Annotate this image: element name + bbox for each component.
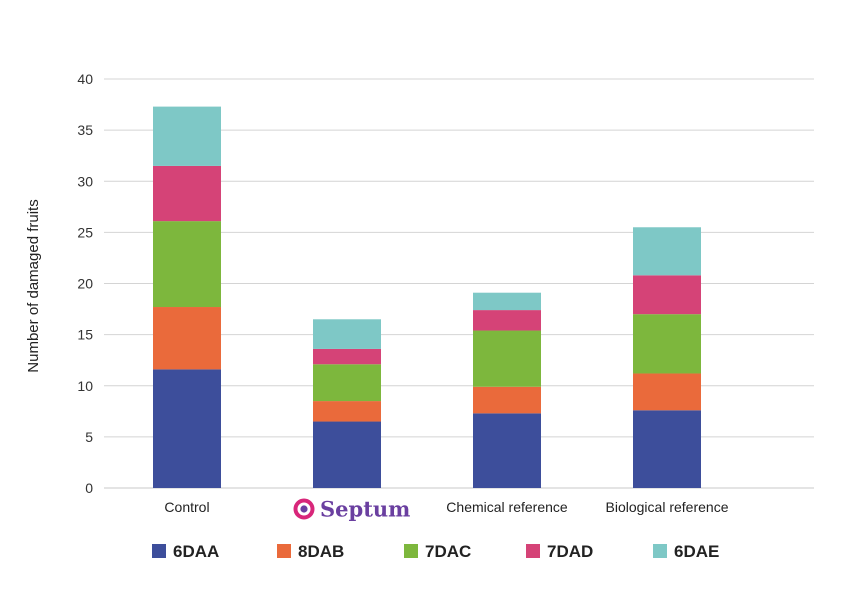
y-axis-ticks: 0 5 10 15 20 25 30 35 40 (77, 71, 93, 496)
bar-segment (153, 165, 221, 222)
y-tick-label: 5 (85, 429, 93, 445)
bar-segment (313, 364, 381, 402)
x-axis-category-labels: Control Chemical reference Biological refe… (164, 499, 728, 515)
logo-ring (293, 498, 315, 520)
legend-label: 8DAB (298, 542, 344, 561)
logo-registered-mark: · (390, 498, 394, 512)
legend: 6DAA 8DAB 7DAC 7DAD 6DAE (152, 542, 719, 561)
logo-dot (300, 505, 308, 513)
bar-segment (473, 413, 541, 488)
legend-label: 7DAC (425, 542, 471, 561)
bar-segment (313, 348, 381, 365)
bar-segment (473, 330, 541, 387)
y-axis-title: Number of damaged fruits (25, 199, 42, 372)
y-tick-label: 25 (77, 224, 93, 240)
legend-swatch (526, 544, 540, 558)
bar-segment (153, 307, 221, 370)
x-tick-label: Chemical reference (446, 499, 568, 515)
bar-segment (313, 401, 381, 422)
legend-label: 6DAA (173, 542, 219, 561)
septum-ring-icon (293, 498, 315, 520)
y-tick-label: 10 (77, 378, 93, 394)
legend-label: 6DAE (674, 542, 719, 561)
septum-logo: Septum · (293, 497, 410, 522)
y-tick-label: 30 (77, 173, 93, 189)
bar-segment (633, 410, 701, 488)
grid-lines (104, 78, 814, 489)
y-tick-label: 35 (77, 122, 93, 138)
legend-swatch (152, 544, 166, 558)
x-tick-label: Biological reference (606, 499, 729, 515)
bar-segment (313, 421, 381, 488)
bar-segment (473, 310, 541, 331)
bar-segment (633, 314, 701, 374)
bar-segment (153, 221, 221, 308)
legend-swatch (653, 544, 667, 558)
y-tick-label: 15 (77, 327, 93, 343)
y-tick-label: 20 (77, 276, 93, 292)
bar-segment (153, 106, 221, 166)
bar-segment (473, 386, 541, 414)
bar-segment (633, 275, 701, 315)
bar-segment (633, 227, 701, 276)
logo-text: Septum (320, 497, 410, 522)
bar-segment (313, 319, 381, 349)
bar-segment (153, 369, 221, 488)
y-tick-label: 40 (77, 71, 93, 87)
bar-segment (633, 373, 701, 411)
legend-label: 7DAD (547, 542, 593, 561)
legend-swatch (277, 544, 291, 558)
legend-swatch (404, 544, 418, 558)
bars (153, 106, 701, 488)
x-tick-label: Control (164, 499, 209, 515)
bar-segment (473, 292, 541, 311)
y-tick-label: 0 (85, 480, 93, 496)
